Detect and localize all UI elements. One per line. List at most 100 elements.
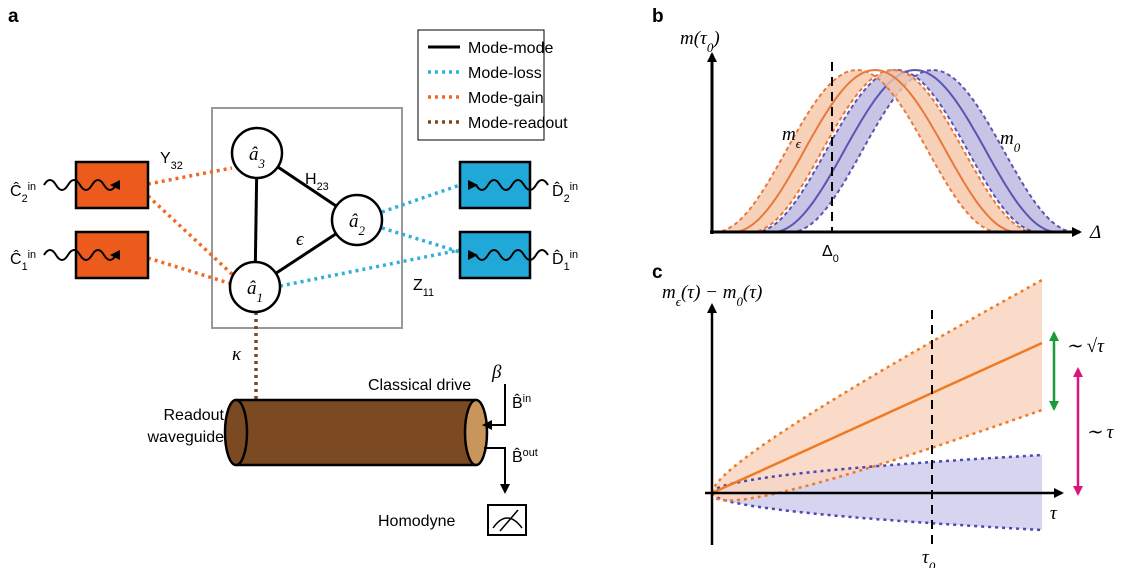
label-part: â bbox=[349, 211, 359, 232]
gain-link bbox=[147, 256, 233, 286]
wave-arrow bbox=[474, 249, 549, 265]
gain-link bbox=[147, 166, 233, 186]
label-part: in bbox=[28, 249, 36, 261]
loss-link bbox=[279, 248, 461, 288]
waveguide-label: Readout bbox=[164, 407, 225, 424]
waveguide-body bbox=[236, 400, 476, 465]
label-part: Ĉ bbox=[10, 181, 22, 200]
label-part: m bbox=[662, 282, 676, 303]
wave-arrow bbox=[43, 249, 120, 261]
mean-curve bbox=[772, 68, 1058, 233]
waveguide-label: waveguide bbox=[147, 429, 225, 446]
port-label: D̂2in bbox=[552, 180, 578, 205]
label-part: Ĉ bbox=[10, 249, 22, 268]
label-part: ϵ bbox=[796, 136, 802, 151]
waveguide-end bbox=[463, 398, 489, 467]
mode-node bbox=[228, 260, 282, 314]
port-label: Ĉ2in bbox=[10, 181, 36, 205]
meter-box bbox=[487, 504, 527, 536]
band-edge bbox=[750, 68, 1036, 233]
band-edge bbox=[710, 408, 1043, 502]
uncertainty-band bbox=[715, 70, 1035, 232]
loss-port bbox=[458, 230, 532, 280]
waveguide-end bbox=[223, 398, 249, 467]
x-axis-label: Δ bbox=[1089, 222, 1101, 243]
waveguide bbox=[223, 398, 489, 467]
label-part: 23 bbox=[317, 181, 329, 193]
label-part: 2 bbox=[22, 193, 28, 205]
coupling-label: ϵ bbox=[296, 229, 305, 250]
legend-label: Mode-gain bbox=[468, 90, 544, 107]
label-part: 2 bbox=[564, 193, 570, 205]
label-part: ϵ bbox=[676, 294, 682, 309]
label-part: ) bbox=[712, 28, 719, 49]
marker-label: Δ0 bbox=[822, 243, 839, 265]
panel-label: a bbox=[8, 6, 19, 27]
label-part: (τ) bbox=[743, 282, 762, 303]
label-part: 0 bbox=[1014, 140, 1021, 155]
coupling-label: Z11 bbox=[413, 277, 434, 299]
mean-curve bbox=[732, 68, 1018, 233]
coupling-label: Y32 bbox=[160, 150, 183, 172]
panel-label: b bbox=[652, 6, 664, 27]
output-arrow bbox=[484, 447, 510, 494]
label-part: B̂ bbox=[512, 446, 523, 466]
wave-arrow bbox=[43, 179, 120, 191]
uncertainty-band bbox=[755, 70, 1075, 232]
band-edge bbox=[711, 453, 1043, 494]
label-part: m bbox=[1000, 128, 1014, 149]
label-part: in bbox=[523, 393, 531, 405]
scaling-label: ∼ τ bbox=[1086, 422, 1115, 443]
modes bbox=[228, 126, 384, 314]
panel-label: c bbox=[652, 262, 663, 283]
mode-label: â2 bbox=[349, 211, 366, 238]
label-part: in bbox=[570, 249, 578, 261]
port-label: D̂1in bbox=[552, 248, 578, 273]
label-part: m(τ bbox=[680, 28, 708, 49]
band-edge bbox=[710, 278, 1043, 494]
mode-node bbox=[330, 193, 384, 247]
label-part: out bbox=[523, 447, 538, 459]
label-part: 0 bbox=[707, 40, 714, 55]
label-part: B̂ bbox=[512, 392, 523, 412]
couplings bbox=[146, 166, 461, 402]
meter-arc bbox=[492, 517, 523, 529]
field-label: B̂out bbox=[512, 446, 538, 466]
y-axis-label: m(τ0) bbox=[680, 28, 720, 55]
label-part: 3 bbox=[258, 156, 265, 171]
band-edge bbox=[711, 492, 1043, 532]
band-edge bbox=[714, 68, 1000, 233]
label-part: τ bbox=[922, 547, 930, 568]
legend-label: Mode-loss bbox=[468, 65, 542, 82]
label-part: 0 bbox=[929, 559, 936, 568]
mean-curve bbox=[711, 341, 1043, 495]
label-part: (τ) − m bbox=[681, 282, 737, 303]
label-part: m bbox=[782, 124, 796, 145]
band-edge bbox=[790, 68, 1076, 233]
legend-label: Mode-mode bbox=[468, 40, 553, 57]
coupling-label: κ bbox=[232, 344, 242, 365]
label-part: 11 bbox=[423, 287, 434, 299]
label-part: Δ bbox=[822, 243, 833, 260]
label-part: 1 bbox=[564, 261, 570, 273]
label-part: 32 bbox=[171, 160, 183, 172]
loss-port bbox=[458, 160, 532, 210]
input-arrow bbox=[482, 384, 506, 430]
label-part: 0 bbox=[736, 294, 743, 309]
y-axis-label: mϵ(τ) − m0(τ) bbox=[662, 282, 762, 309]
x-axis-label: τ bbox=[1050, 503, 1058, 524]
label-part: Y bbox=[160, 150, 171, 167]
label-part: 0 bbox=[833, 253, 839, 265]
curve-label: m0 bbox=[1000, 128, 1021, 155]
label-part: â bbox=[249, 144, 259, 165]
port-waves bbox=[43, 179, 549, 265]
detector-label: Homodyne bbox=[378, 513, 455, 530]
meter-needle bbox=[499, 509, 519, 532]
scaling-label: ∼ √τ bbox=[1066, 336, 1105, 357]
gain-link bbox=[146, 194, 236, 278]
marker-label: τ0 bbox=[922, 547, 936, 568]
coupling-label: H23 bbox=[305, 171, 329, 193]
curve-label: mϵ bbox=[782, 124, 802, 151]
wave-arrow bbox=[474, 179, 549, 195]
